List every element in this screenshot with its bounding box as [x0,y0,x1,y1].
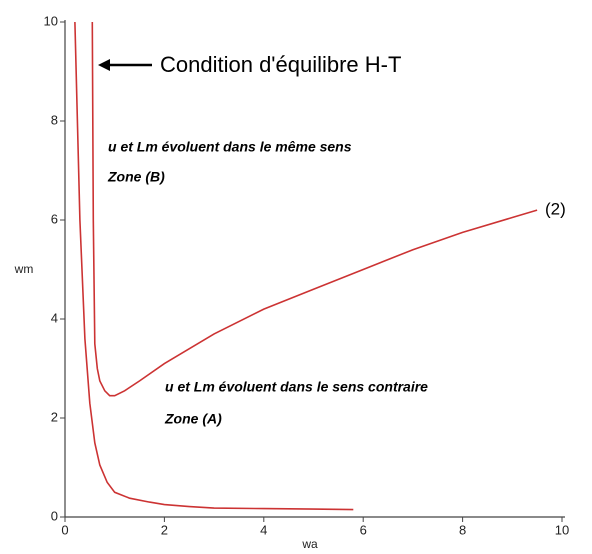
y-tick-label: 10 [44,13,58,28]
y-tick-label: 0 [51,508,58,523]
line-series [74,21,354,511]
x-tick-label: 0 [61,522,68,537]
x-tick-label: 6 [360,522,367,537]
x-axis-label: wa [301,537,318,551]
x-tick-label: 2 [161,522,168,537]
y-tick-label: 4 [51,310,58,325]
line-series [91,21,538,397]
annotation: Zone (B) [107,169,165,185]
annotation: u et Lm évoluent dans le même sens [108,139,352,155]
annotation: Condition d'équilibre H-T [160,52,401,77]
y-tick-label: 8 [51,112,58,127]
arrow-head [98,59,110,71]
annotation: Zone (A) [164,411,222,427]
y-tick-label: 2 [51,409,58,424]
annotation: (2) [545,199,566,218]
x-tick-label: 10 [555,522,569,537]
y-tick-label: 6 [51,211,58,226]
x-tick-label: 8 [459,522,466,537]
y-axis-label: wm [14,262,34,276]
annotation: u et Lm évoluent dans le sens contraire [165,379,428,395]
x-tick-label: 4 [260,522,267,537]
